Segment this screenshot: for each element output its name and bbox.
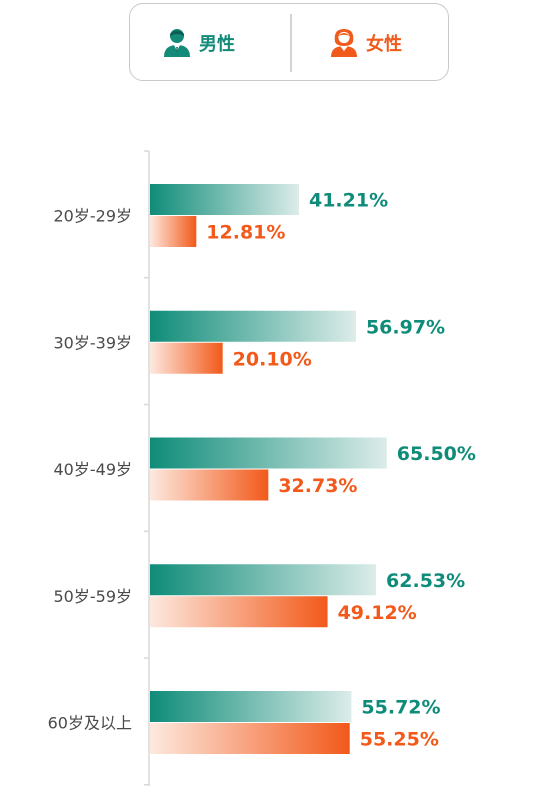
data-label-male: 41.21% xyxy=(309,190,388,212)
category-label: 30岁-39岁 xyxy=(54,333,133,352)
data-label-female: 20.10% xyxy=(233,348,312,370)
bar-male xyxy=(150,437,387,469)
bar-female xyxy=(150,342,223,374)
bar-male xyxy=(150,184,299,215)
data-label-female: 49.12% xyxy=(338,602,417,624)
bar-female xyxy=(150,216,197,247)
legend-divider xyxy=(290,14,292,72)
category-label: 20岁-29岁 xyxy=(54,207,133,226)
bar-male xyxy=(150,691,352,722)
data-label-male: 55.72% xyxy=(361,697,440,719)
category-label: 40岁-49岁 xyxy=(54,460,133,479)
bar-male xyxy=(150,310,356,342)
bar-female xyxy=(150,469,269,501)
data-label-female: 55.25% xyxy=(360,729,439,751)
female-user-icon xyxy=(331,29,357,57)
bar-female xyxy=(150,596,328,628)
category-label: 50岁-59岁 xyxy=(54,587,133,606)
male-user-icon xyxy=(164,29,190,57)
data-label-male: 56.97% xyxy=(366,316,445,338)
data-label-female: 12.81% xyxy=(206,222,285,244)
data-label-male: 65.50% xyxy=(397,443,476,465)
data-label-male: 62.53% xyxy=(386,570,465,592)
data-labels: 20岁-29岁 41.21% 12.81% 30岁-39岁 56.97% 20.10% 40… xyxy=(48,190,476,751)
legend-item-male: 男性 xyxy=(163,4,235,82)
data-label-female: 32.73% xyxy=(278,475,357,497)
bar-male xyxy=(150,564,377,596)
y-axis-ticks xyxy=(144,150,149,786)
legend: 男性 女性 xyxy=(129,3,449,81)
legend-item-female: 女性 xyxy=(330,4,402,82)
bar-female xyxy=(150,723,350,754)
bars xyxy=(150,184,387,754)
legend-label-male: 男性 xyxy=(199,34,235,55)
legend-label-female: 女性 xyxy=(366,34,402,55)
category-label: 60岁及以上 xyxy=(48,714,132,733)
